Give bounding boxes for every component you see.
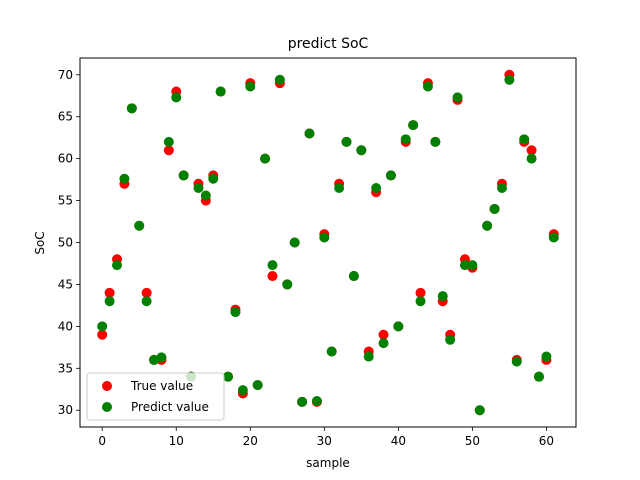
- true-value-point: [97, 329, 108, 340]
- x-axis-ticks: 0 10 20 30 40 50 60: [98, 427, 554, 448]
- predict-value-point: [304, 128, 315, 139]
- predict-value-point: [156, 352, 167, 363]
- x-tick-label: 30: [317, 434, 332, 448]
- predict-value-point: [319, 232, 330, 243]
- predict-value-point: [482, 220, 493, 231]
- predict-value-point: [533, 371, 544, 382]
- y-axis-ticks: 30 35 40 45 50 55 60 65 70: [58, 68, 80, 417]
- predict-value-point: [489, 203, 500, 214]
- true-value-point: [378, 329, 389, 340]
- predict-value-point: [252, 380, 263, 391]
- predict-value-point: [119, 173, 130, 184]
- legend: True value Predict value: [86, 372, 225, 421]
- x-axis-label: sample: [306, 456, 350, 470]
- predict-value-point: [223, 371, 234, 382]
- chart-title: predict SoC: [288, 36, 369, 52]
- legend-box: [86, 372, 225, 421]
- legend-marker-true-value: [102, 381, 112, 391]
- y-tick-label: 70: [58, 68, 73, 82]
- y-tick-label: 30: [58, 403, 73, 417]
- predict-value-point: [289, 237, 300, 248]
- predict-value-point: [526, 153, 537, 164]
- true-value-point: [415, 287, 426, 298]
- predict-value-point: [385, 170, 396, 181]
- data-points: [97, 69, 559, 416]
- predict-value-point: [400, 134, 411, 145]
- predict-value-point: [356, 145, 367, 156]
- predict-value-point: [408, 120, 419, 131]
- predict-value-point: [467, 260, 478, 271]
- predict-value-point: [519, 134, 530, 145]
- predict-value-point: [267, 260, 278, 271]
- x-tick-label: 20: [243, 434, 258, 448]
- predict-value-point: [371, 182, 382, 193]
- predict-value-point: [141, 296, 152, 307]
- predict-value-point: [422, 81, 433, 92]
- predict-value-point: [215, 86, 226, 97]
- y-tick-label: 65: [58, 110, 73, 124]
- x-tick-label: 50: [465, 434, 480, 448]
- plot-area: [79, 57, 577, 428]
- predict-value-point: [193, 182, 204, 193]
- predict-value-point: [260, 153, 271, 164]
- axes-frame: [79, 57, 577, 428]
- predict-value-point: [393, 321, 404, 332]
- predict-value-point: [311, 396, 322, 407]
- predict-value-point: [511, 356, 522, 367]
- true-value-point: [526, 145, 537, 156]
- predict-value-point: [430, 136, 441, 147]
- true-value-point: [163, 145, 174, 156]
- predict-value-point: [452, 92, 463, 103]
- predict-value-point: [363, 351, 374, 362]
- predict-value-point: [496, 182, 507, 193]
- predict-value-point: [282, 279, 293, 290]
- x-tick-label: 60: [539, 434, 554, 448]
- predict-value-point: [208, 173, 219, 184]
- predict-value-point: [341, 136, 352, 147]
- y-tick-label: 35: [58, 361, 73, 375]
- predict-value-point: [297, 396, 308, 407]
- predict-value-point: [112, 260, 123, 271]
- legend-marker-predict-value: [102, 402, 112, 412]
- predict-value-point: [245, 81, 256, 92]
- y-tick-label: 50: [58, 236, 73, 250]
- y-tick-label: 45: [58, 277, 73, 291]
- predict-value-point: [378, 338, 389, 349]
- predict-value-point: [134, 220, 145, 231]
- predict-value-point: [104, 296, 115, 307]
- predict-value-point: [334, 182, 345, 193]
- predict-value-point: [237, 385, 248, 396]
- predict-value-point: [541, 351, 552, 362]
- predict-value-point: [437, 291, 448, 302]
- predict-value-point: [163, 136, 174, 147]
- predict-value-point: [459, 260, 470, 271]
- x-tick-label: 40: [391, 434, 406, 448]
- predict-value-point: [97, 321, 108, 332]
- true-value-point: [104, 287, 115, 298]
- y-tick-label: 60: [58, 152, 73, 166]
- x-tick-label: 0: [98, 434, 106, 448]
- predict-value-point: [326, 346, 337, 357]
- legend-label-true-value: True value: [130, 379, 193, 393]
- predict-value-point: [178, 170, 189, 181]
- predict-value-point: [348, 271, 359, 282]
- true-value-point: [267, 271, 278, 282]
- predict-value-point: [548, 232, 559, 243]
- predict-value-point: [200, 190, 211, 201]
- y-tick-label: 55: [58, 194, 73, 208]
- y-tick-label: 40: [58, 319, 73, 333]
- predict-value-point: [274, 74, 285, 85]
- legend-label-predict-value: Predict value: [131, 400, 209, 414]
- predict-value-point: [230, 307, 241, 318]
- predict-value-point: [415, 296, 426, 307]
- predict-value-point: [445, 334, 456, 345]
- predict-value-point: [504, 74, 515, 85]
- true-value-point: [141, 287, 152, 298]
- predict-value-point: [126, 103, 137, 114]
- y-axis-label: SoC: [33, 231, 47, 254]
- predict-value-point: [474, 405, 485, 416]
- predict-value-point: [171, 92, 182, 103]
- x-tick-label: 10: [169, 434, 184, 448]
